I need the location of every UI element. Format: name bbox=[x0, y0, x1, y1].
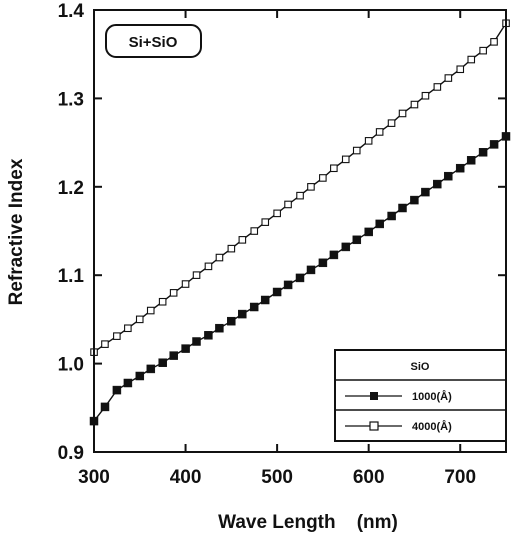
data-point-series-1 bbox=[433, 83, 442, 91]
data-point-series-0 bbox=[181, 344, 190, 353]
y-tick-label: 0.9 bbox=[58, 443, 84, 464]
data-point-series-0 bbox=[410, 195, 419, 205]
data-point-series-0 bbox=[329, 250, 339, 260]
data-point-series-1 bbox=[352, 146, 361, 155]
data-point-series-0 bbox=[249, 302, 259, 312]
data-point-series-1 bbox=[421, 91, 430, 100]
legend-marker-1000 bbox=[370, 392, 378, 400]
data-point-series-1 bbox=[204, 262, 213, 271]
legend-marker-4000 bbox=[369, 421, 379, 431]
data-point-series-0 bbox=[260, 295, 270, 305]
data-point-series-1 bbox=[113, 332, 121, 340]
data-point-series-0 bbox=[466, 156, 476, 165]
x-tick-label: 600 bbox=[353, 467, 385, 488]
legend-label-1000: 1000(Å) bbox=[412, 390, 452, 403]
data-point-series-0 bbox=[433, 179, 442, 189]
data-point-series-0 bbox=[306, 265, 316, 275]
data-point-series-0 bbox=[387, 211, 396, 221]
data-point-series-1 bbox=[330, 164, 338, 173]
x-axis-title: Wave Length (nm) bbox=[218, 512, 398, 533]
series-layer bbox=[89, 19, 511, 426]
data-point-series-1 bbox=[364, 137, 373, 145]
data-point-series-1 bbox=[135, 315, 144, 324]
data-point-series-1 bbox=[238, 236, 247, 244]
data-point-series-1 bbox=[169, 289, 178, 297]
data-point-series-0 bbox=[158, 358, 167, 367]
legend: SiO 1000(Å) 4000(Å) bbox=[334, 349, 507, 442]
data-point-series-0 bbox=[341, 242, 351, 252]
data-point-series-0 bbox=[455, 163, 465, 173]
data-point-series-0 bbox=[100, 402, 110, 412]
data-point-series-1 bbox=[227, 244, 236, 253]
annotation-box: Si+SiO bbox=[105, 24, 202, 58]
data-point-series-0 bbox=[169, 351, 178, 360]
data-point-series-0 bbox=[112, 385, 122, 395]
data-point-series-0 bbox=[364, 227, 373, 237]
y-tick-label: 1.2 bbox=[58, 178, 84, 199]
data-point-series-1 bbox=[307, 183, 315, 191]
data-point-series-0 bbox=[135, 371, 145, 381]
data-point-series-1 bbox=[296, 191, 304, 200]
data-point-series-0 bbox=[204, 331, 213, 340]
legend-title: SiO bbox=[411, 361, 430, 373]
data-point-series-1 bbox=[146, 306, 155, 315]
data-point-series-0 bbox=[238, 309, 247, 319]
data-point-series-1 bbox=[192, 271, 201, 279]
data-point-series-1 bbox=[181, 280, 190, 288]
data-point-series-0 bbox=[123, 378, 133, 388]
data-point-series-0 bbox=[272, 287, 282, 297]
x-tick-label: 700 bbox=[444, 467, 476, 488]
data-point-series-0 bbox=[421, 187, 430, 197]
legend-label-4000: 4000(Å) bbox=[412, 420, 452, 433]
data-point-series-0 bbox=[444, 171, 453, 181]
data-point-series-1 bbox=[456, 65, 465, 74]
data-point-series-1 bbox=[124, 324, 132, 333]
data-point-series-1 bbox=[467, 55, 476, 64]
data-point-series-1 bbox=[444, 74, 453, 82]
annotation-label: Si+SiO bbox=[129, 34, 178, 51]
data-point-series-0 bbox=[215, 323, 224, 333]
x-tick-label: 400 bbox=[170, 467, 202, 488]
data-point-series-0 bbox=[318, 258, 328, 268]
data-point-series-1 bbox=[284, 200, 292, 209]
y-tick-label: 1.1 bbox=[58, 266, 85, 287]
data-point-series-1 bbox=[250, 227, 259, 235]
data-point-series-1 bbox=[319, 174, 327, 182]
data-point-series-1 bbox=[398, 109, 407, 118]
data-point-series-1 bbox=[387, 119, 396, 127]
data-point-series-1 bbox=[215, 253, 224, 262]
data-point-series-0 bbox=[283, 280, 293, 290]
data-point-series-0 bbox=[375, 219, 384, 229]
data-point-series-0 bbox=[478, 148, 488, 157]
y-tick-label: 1.3 bbox=[58, 89, 84, 110]
data-point-series-0 bbox=[295, 273, 305, 283]
data-point-series-1 bbox=[101, 340, 109, 348]
data-point-series-0 bbox=[227, 316, 236, 326]
x-tick-label: 300 bbox=[78, 467, 110, 488]
data-point-series-1 bbox=[158, 297, 167, 306]
series-line-1 bbox=[93, 22, 507, 353]
data-point-series-0 bbox=[398, 203, 407, 213]
tick-labels: 0.9 1.0 1.1 1.2 1.3 1.4 300 400 500 600 700 bbox=[58, 1, 476, 488]
y-axis-title: Refractive Index bbox=[6, 158, 27, 305]
data-point-series-1 bbox=[273, 209, 281, 218]
data-point-series-1 bbox=[261, 218, 270, 226]
data-point-series-1 bbox=[341, 155, 350, 164]
data-point-series-0 bbox=[489, 140, 499, 149]
data-point-series-1 bbox=[375, 128, 384, 136]
y-tick-label: 1.4 bbox=[58, 1, 85, 22]
y-tick-label: 1.0 bbox=[58, 355, 84, 376]
x-tick-label: 500 bbox=[261, 467, 293, 488]
data-point-series-1 bbox=[410, 100, 419, 109]
data-point-series-1 bbox=[490, 38, 498, 46]
data-point-series-1 bbox=[479, 46, 487, 55]
data-point-series-0 bbox=[146, 364, 156, 374]
data-point-series-0 bbox=[352, 235, 362, 245]
data-point-series-0 bbox=[192, 337, 201, 346]
plot-area-frame bbox=[93, 9, 507, 453]
